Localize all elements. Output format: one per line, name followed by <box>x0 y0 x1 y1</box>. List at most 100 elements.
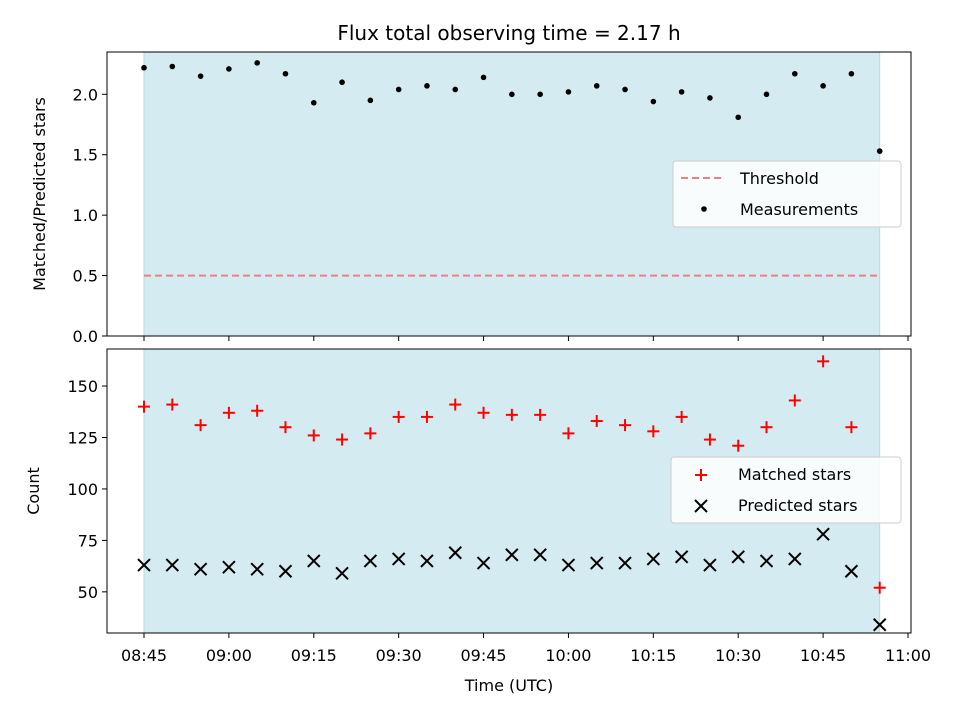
measurement-point <box>650 98 657 105</box>
bottom-x-ticks: 08:45 09:00 09:15 09:30 09:45 10:00 10:15 10:30… <box>121 633 931 665</box>
bottom-y-axis-label: Count <box>24 467 43 515</box>
top-panel: 0.00.51.01.52.0 Matched/Predicted stars … <box>30 51 912 346</box>
y-tick-label: 50 <box>78 583 98 602</box>
matched-point <box>760 421 773 434</box>
matched-point <box>505 408 518 421</box>
matched-point <box>732 439 745 452</box>
measurement-point <box>395 86 402 93</box>
measurement-point <box>593 83 600 89</box>
matched-point <box>845 421 858 434</box>
x-tick-label: 10:30 <box>715 646 761 665</box>
legend-measurements-swatch <box>701 206 707 212</box>
matched-point <box>590 415 603 428</box>
matched-point <box>817 355 830 368</box>
measurement-point <box>452 86 459 93</box>
measurement-point <box>226 66 232 72</box>
top-legend-box <box>672 160 902 228</box>
predicted-point <box>731 550 745 564</box>
predicted-point <box>307 554 321 568</box>
predicted-point <box>137 558 151 572</box>
chart-title: Flux total observing time = 2.17 h <box>337 21 680 45</box>
legend-predicted-swatch <box>694 499 708 513</box>
measurement-point <box>424 83 430 89</box>
x-tick-label: 09:30 <box>376 646 422 665</box>
legend-predicted-label: Predicted stars <box>738 496 858 515</box>
matched-point <box>392 410 405 423</box>
measurement-point <box>339 79 345 86</box>
predicted-point <box>844 564 859 578</box>
top-y-ticks: 0.0 0.5 1.0 1.5 2.0 <box>73 85 107 346</box>
x-tick-label: 10:00 <box>545 646 591 665</box>
y-tick-label: 75 <box>78 531 98 550</box>
predicted-point <box>816 527 830 541</box>
predicted-points <box>137 527 887 632</box>
predicted-point <box>533 548 547 562</box>
measurement-point <box>480 74 487 81</box>
measurement-point <box>763 91 770 98</box>
measurement-point <box>678 89 685 95</box>
measurement-point <box>820 83 826 89</box>
legend-matched-swatch <box>695 469 707 481</box>
matched-point <box>166 398 179 411</box>
x-tick-label: 09:15 <box>291 646 337 665</box>
measurement-point <box>509 91 515 98</box>
legend-threshold-label: Threshold <box>739 169 819 188</box>
matched-point <box>364 427 377 440</box>
matched-point <box>675 410 688 423</box>
x-tick-label: 11:00 <box>885 646 931 665</box>
matched-point <box>788 394 801 407</box>
top-x-ticks <box>143 336 909 341</box>
x-tick-label: 10:45 <box>800 646 846 665</box>
predicted-point <box>335 566 349 581</box>
x-tick-label: 09:45 <box>461 646 507 665</box>
matched-point <box>194 419 207 432</box>
matched-point <box>449 398 462 411</box>
matched-point <box>619 419 632 432</box>
matched-point <box>222 406 235 419</box>
legend-matched-label: Matched stars <box>738 465 851 484</box>
x-tick-label: 10:15 <box>630 646 676 665</box>
y-tick-label: 100 <box>67 480 98 499</box>
predicted-point <box>674 550 689 564</box>
measurement-point <box>141 64 147 71</box>
measurement-point <box>848 70 855 77</box>
predicted-point <box>590 556 604 570</box>
measurement-point <box>622 86 628 93</box>
predicted-point <box>391 552 406 566</box>
predicted-point <box>448 546 462 560</box>
x-axis-label: Time (UTC) <box>464 676 553 695</box>
matched-point <box>336 433 349 446</box>
predicted-point <box>872 618 887 632</box>
measurement-point <box>197 73 204 79</box>
y-tick-label: 1.5 <box>73 146 98 165</box>
predicted-point <box>646 552 661 566</box>
bottom-legend: Matched stars Predicted stars <box>670 456 902 524</box>
matched-point <box>251 404 264 417</box>
predicted-point <box>165 558 180 572</box>
measurement-point <box>537 91 543 98</box>
bottom-panel: 08:45 09:00 09:15 09:30 09:45 10:00 10:15 10:30… <box>24 348 931 665</box>
predicted-point <box>703 558 717 572</box>
predicted-point <box>505 548 519 562</box>
matched-point <box>477 406 490 419</box>
matched-point <box>279 421 292 434</box>
top-axes-frame <box>106 51 912 337</box>
predicted-point <box>788 552 802 566</box>
predicted-point <box>222 560 236 574</box>
matched-point <box>534 408 547 421</box>
y-tick-label: 2.0 <box>73 85 98 104</box>
measurement-point <box>565 89 572 95</box>
predicted-point <box>250 562 264 576</box>
predicted-point <box>618 556 632 570</box>
measurement-point <box>876 148 883 154</box>
y-tick-label: 1.0 <box>73 206 98 225</box>
measurement-point <box>310 99 317 106</box>
bottom-y-ticks: 50 75 100 125 150 <box>67 377 107 602</box>
measurement-point <box>254 60 260 66</box>
measurement-point <box>735 114 742 121</box>
y-tick-label: 125 <box>67 428 98 447</box>
bottom-legend-box <box>670 456 902 524</box>
y-tick-label: 0.0 <box>73 327 98 346</box>
measurement-point <box>282 70 289 77</box>
